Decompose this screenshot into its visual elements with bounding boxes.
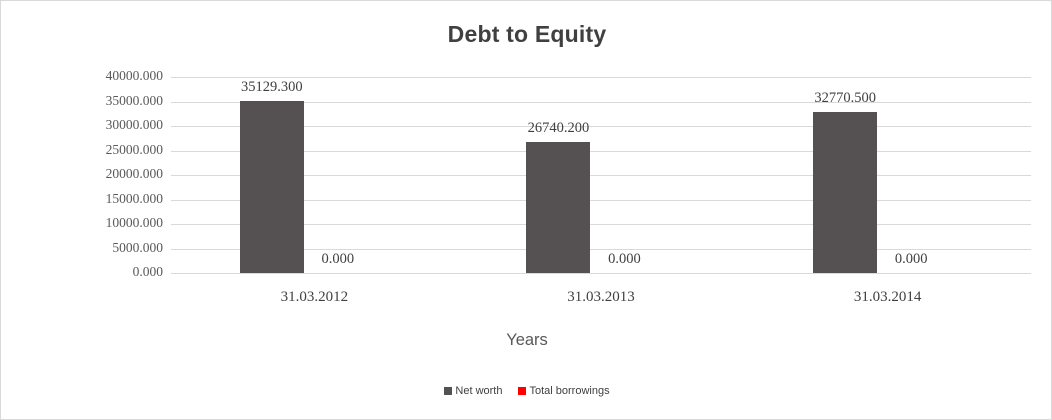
gridline (171, 273, 1031, 274)
legend-entry[interactable]: Total borrowings (518, 385, 610, 397)
x-axis-category-label: 31.03.2012 (280, 289, 349, 305)
bar-net-worth[interactable] (239, 101, 304, 273)
y-axis-tick-label: 5000.000 (112, 240, 163, 255)
chart-legend: Net worth Total borrowings (1, 385, 1051, 397)
data-label-total-borrowings: 0.000 (608, 251, 641, 267)
plot-area: 35129.300 0.000 26740.200 0.000 32770.500 0.0… (171, 77, 1031, 274)
legend-label: Net worth (455, 385, 503, 397)
legend-entry[interactable]: Net worth (444, 385, 502, 397)
data-label-net-worth: 32770.500 (814, 90, 876, 106)
y-axis-tick-label: 35000.000 (105, 93, 163, 108)
gridline (171, 224, 1031, 225)
x-axis-category-label: 31.03.2014 (853, 289, 922, 305)
data-label-net-worth: 26740.200 (527, 120, 590, 136)
x-axis-title: Years (506, 331, 548, 349)
y-axis-tick-label: 0.000 (132, 264, 163, 279)
y-axis-tick-label: 30000.000 (105, 117, 163, 132)
y-axis-tick-label: 25000.000 (105, 142, 163, 157)
y-axis-tick-label: 20000.000 (105, 166, 163, 181)
gridline (171, 200, 1031, 201)
y-axis-tick-labels: 40000.000 35000.000 30000.000 25000.000 2000… (53, 68, 163, 279)
gridline (171, 151, 1031, 152)
bar-net-worth[interactable] (526, 142, 591, 273)
legend-swatch-icon (518, 387, 527, 395)
x-axis-category-labels: 31.03.2012 31.03.2013 31.03.2014 (171, 289, 1031, 313)
y-axis-tick-label: 10000.000 (105, 215, 163, 230)
data-label-total-borrowings: 0.000 (894, 251, 928, 267)
legend-label: Total borrowings (529, 385, 610, 397)
gridline (171, 126, 1031, 127)
x-axis-category-label: 31.03.2013 (567, 289, 635, 305)
gridline (171, 175, 1031, 176)
y-axis-tick-label: 15000.000 (105, 191, 163, 206)
gridline (171, 77, 1031, 78)
chart-title: Debt to Equity (447, 21, 607, 47)
legend-swatch-icon (444, 387, 453, 395)
gridline (171, 249, 1031, 250)
data-label-net-worth: 35129.300 (240, 79, 303, 95)
bar-net-worth[interactable] (813, 112, 878, 273)
gridline (171, 102, 1031, 103)
y-axis-tick-label: 40000.000 (105, 68, 163, 83)
data-label-total-borrowings: 0.000 (321, 251, 355, 267)
